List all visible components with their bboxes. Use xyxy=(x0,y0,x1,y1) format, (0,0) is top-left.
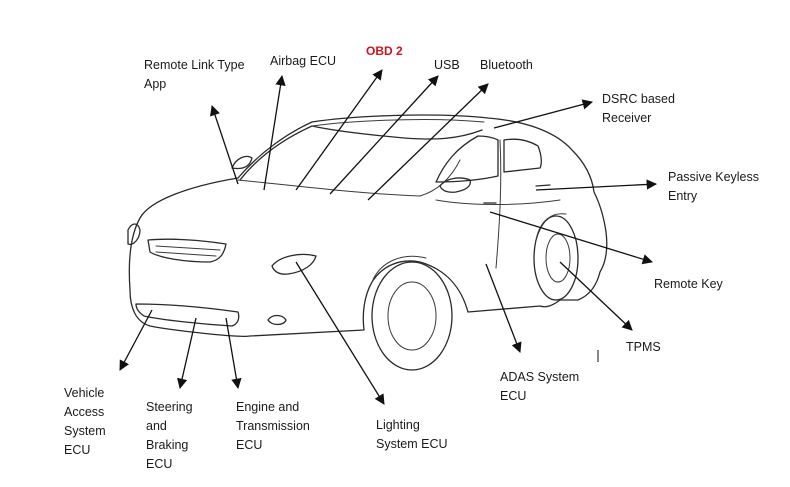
arrow-bluetooth xyxy=(367,83,489,201)
arrow-remote-link xyxy=(210,105,239,185)
arrow-dsrc xyxy=(493,99,594,129)
arrow-lighting xyxy=(295,261,385,405)
label-remote-key: Remote Key xyxy=(654,277,723,291)
label-obd2: OBD 2 xyxy=(366,44,403,58)
arrow-steering xyxy=(177,317,197,390)
arrow-remote-key xyxy=(489,211,653,265)
arrow-usb xyxy=(329,75,439,195)
label-vehicle-access-system-ecu: Vehicle Access System ECU xyxy=(64,386,106,457)
arrow-adas xyxy=(485,263,522,353)
arrow-airbag xyxy=(263,74,286,191)
arrow-passive-keyless xyxy=(535,179,658,191)
pointer-arrows xyxy=(119,69,658,405)
arrow-engine xyxy=(225,317,242,390)
arrow-tpms xyxy=(559,261,633,331)
label-engine-transmission-ecu: Engine and Transmission ECU xyxy=(236,400,310,452)
label-bluetooth: Bluetooth xyxy=(480,58,533,72)
label-adas-system-ecu: ADAS System ECU xyxy=(500,370,580,403)
label-dsrc-receiver: DSRC based Receiver xyxy=(602,92,675,125)
arrow-vehicle-access xyxy=(119,309,153,371)
label-usb: USB xyxy=(434,58,460,72)
label-remote-link-app: Remote Link Type App xyxy=(144,58,245,91)
label-passive-keyless-entry: Passive Keyless Entry xyxy=(668,170,760,203)
label-lighting-system-ecu: Lighting System ECU xyxy=(376,418,448,451)
label-airbag-ecu: Airbag ECU xyxy=(270,54,336,68)
car-body xyxy=(127,114,608,371)
arrow-obd2 xyxy=(295,69,383,191)
label-tpms: TPMS xyxy=(626,340,661,354)
label-steering-braking-ecu: Steering and Braking ECU xyxy=(146,400,193,471)
